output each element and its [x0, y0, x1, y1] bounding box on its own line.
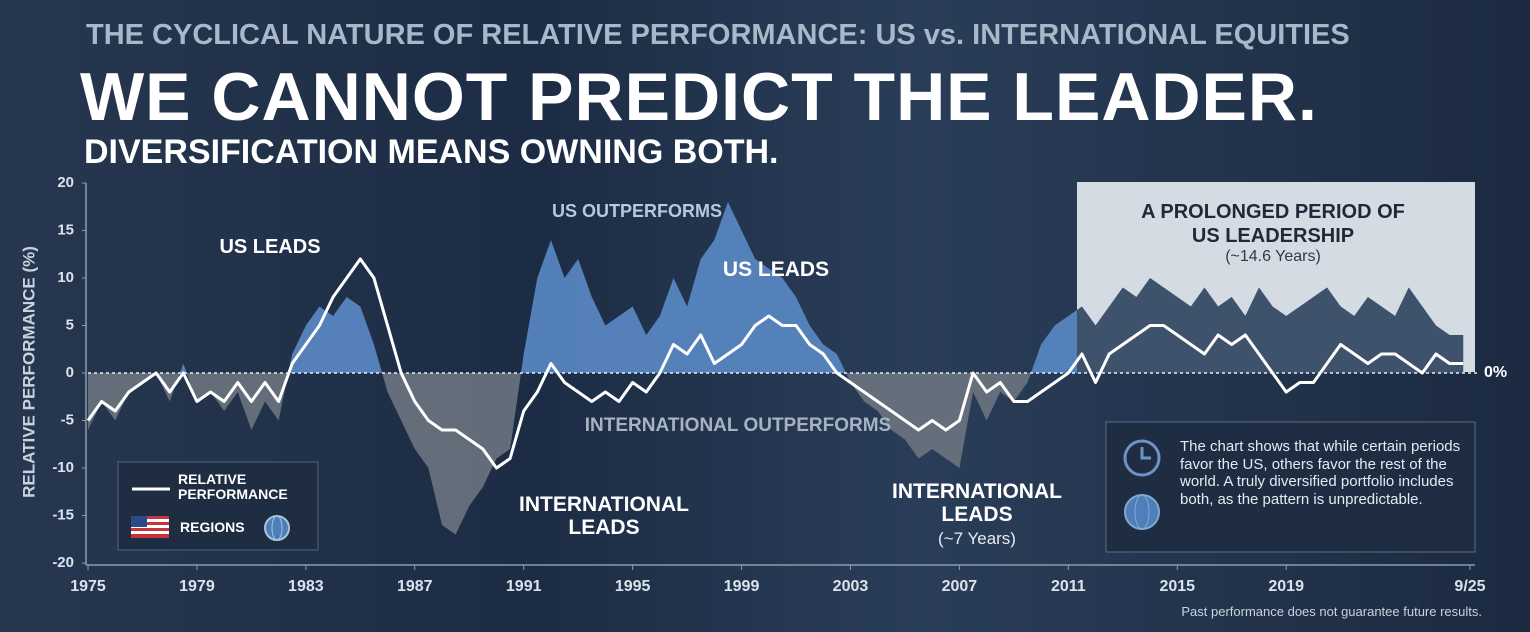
x-tick-label: 2019 [1268, 578, 1304, 595]
annotation: INTERNATIONAL LEADS [519, 493, 689, 540]
annotation: US OUTPERFORMS [551, 201, 722, 221]
clock-icon [1123, 439, 1161, 477]
globe-icon [264, 515, 290, 541]
y-tick-label: -10 [52, 459, 74, 476]
supertitle: THE CYCLICAL NATURE OF RELATIVE PERFORMA… [86, 19, 1350, 51]
x-tick-label: 2015 [1159, 578, 1195, 595]
x-tick-label: 1975 [70, 578, 106, 595]
x-tick-label: 1983 [288, 578, 324, 595]
annotation: A PROLONGED PERIOD OF US LEADERSHIP [1141, 201, 1405, 247]
title: WE CANNOT PREDICT THE LEADER. [80, 59, 1318, 135]
x-tick-label: 1979 [179, 578, 215, 595]
area-negative [88, 373, 1464, 535]
annotation: US LEADS [219, 236, 321, 258]
x-tick-label: 1999 [724, 578, 760, 595]
info-box [1105, 421, 1476, 553]
annotation: INTERNATIONAL OUTPERFORMS [584, 415, 892, 436]
y-tick-label: 10 [57, 269, 74, 286]
x-tick-label: 1987 [397, 578, 433, 595]
annotation: (~7 Years) [938, 529, 1016, 548]
y-tick-label: 5 [66, 316, 74, 333]
legend-label: REGIONS [180, 519, 245, 535]
y-tick-label: -5 [61, 411, 74, 428]
performance-line [86, 257, 1464, 470]
x-tick-label: 2011 [1051, 578, 1086, 595]
y-tick-label: -20 [52, 554, 74, 571]
annotation: INTERNATIONAL LEADS [892, 480, 1062, 527]
x-tick-label: 2007 [942, 578, 978, 595]
y-axis-label: RELATIVE PERFORMANCE (%) [19, 246, 38, 498]
legend-label: RELATIVE PERFORMANCE [178, 471, 288, 503]
globe-icon [1124, 494, 1160, 530]
subtitle: DIVERSIFICATION MEANS OWNING BOTH. [84, 133, 779, 171]
flag-icon [131, 516, 169, 538]
x-tick-label: 1991 [506, 578, 542, 595]
y-tick-label: 20 [57, 174, 74, 191]
annotation: (~14.6 Years) [1225, 248, 1321, 265]
x-tick-label: 1995 [615, 578, 651, 595]
footnote: Past performance does not guarantee futu… [1181, 604, 1482, 619]
y-tick-label: 15 [57, 221, 74, 238]
zero-label: 0% [1484, 364, 1507, 381]
annotation: US LEADS [722, 258, 830, 281]
area-recent [1077, 278, 1464, 373]
x-tick-label: 9/25 [1454, 578, 1485, 595]
info-text: The chart shows that while certain perio… [1180, 438, 1461, 509]
y-tick-label: 0 [66, 364, 74, 381]
x-tick-label: 2003 [833, 578, 869, 595]
y-tick-label: -15 [52, 506, 74, 523]
